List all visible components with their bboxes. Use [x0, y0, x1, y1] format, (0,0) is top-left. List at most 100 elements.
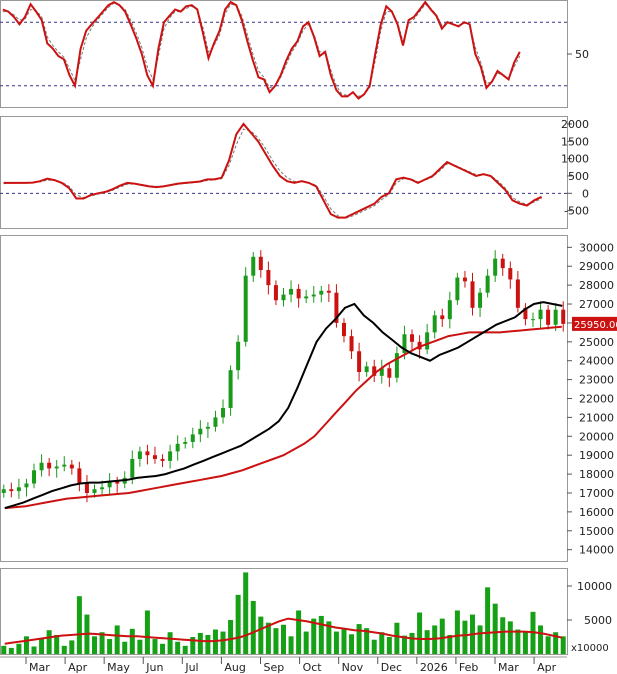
y-tick-label: 1500: [561, 135, 589, 148]
candle-body: [137, 451, 142, 459]
candle-body: [273, 285, 278, 301]
candle-body: [372, 366, 377, 376]
volume-bar: [500, 617, 506, 654]
volume-bar: [439, 618, 445, 654]
volume-bar: [99, 632, 105, 654]
x-tick-label: Dec: [381, 661, 402, 674]
volume-bar: [288, 636, 294, 654]
candle-body: [349, 336, 354, 352]
volume-bar: [424, 630, 430, 654]
volume-bar: [114, 625, 120, 654]
candle-body: [77, 468, 82, 484]
x-tick-label: Jul: [184, 661, 198, 674]
volume-bar: [69, 640, 75, 654]
y-tick-label: 17000: [579, 487, 614, 500]
volume-bar: [160, 643, 166, 654]
y-tick-label: 25000: [579, 336, 614, 349]
y-tick-label: -500: [564, 205, 589, 218]
volume-bar: [515, 629, 521, 654]
volume-bar: [16, 643, 22, 654]
x-tick-label: 2026: [420, 661, 448, 674]
candle-body: [417, 341, 422, 350]
stochastic-k-line: [2, 0, 521, 100]
candle-body: [447, 300, 452, 320]
candle-body: [1, 489, 6, 493]
candle-body: [32, 470, 37, 484]
candle-body: [508, 268, 513, 280]
y-tick-label: 28000: [579, 279, 614, 292]
volume-bar: [311, 618, 317, 654]
candle-body: [470, 281, 475, 308]
candle-body: [39, 462, 44, 471]
candle-body: [289, 288, 294, 295]
volume-bar: [235, 594, 241, 654]
candle-body: [319, 290, 324, 295]
candle-body: [205, 426, 210, 429]
y-tick-label: 15000: [579, 525, 614, 538]
volume-bar: [92, 636, 97, 654]
volume-bar: [409, 632, 415, 654]
y-tick-label: 5000: [584, 614, 612, 627]
candle-body: [500, 258, 505, 269]
y-tick-label: 14000: [579, 544, 614, 557]
volume-bar: [190, 637, 196, 654]
candle-body: [24, 483, 29, 488]
stochastic-panel: [0, 0, 568, 108]
candle-body: [478, 292, 483, 308]
candle-body: [243, 275, 248, 342]
volume-unit-label: x10000: [571, 643, 609, 654]
volume-bar: [228, 620, 234, 654]
candle-body: [190, 434, 195, 442]
volume-bar: [175, 641, 181, 654]
y-tick-label: 1000: [561, 153, 589, 166]
y-tick-label: 30000: [579, 241, 614, 254]
volume-bar: [326, 621, 332, 654]
candle-body: [266, 270, 271, 286]
candle-body: [394, 353, 399, 378]
candle-body: [425, 332, 430, 350]
volume-bar: [553, 632, 559, 654]
candle-body: [9, 489, 14, 492]
candle-body: [100, 487, 105, 490]
candle-body: [410, 334, 415, 342]
x-tick-label: Apr: [537, 661, 557, 674]
y-tick-label: 19000: [579, 449, 614, 462]
candle-body: [160, 458, 165, 461]
volume-bar: [371, 639, 377, 654]
candle-body: [553, 309, 558, 325]
volume-bar: [31, 646, 37, 654]
volume-bar: [167, 632, 173, 654]
volume-bar: [107, 639, 113, 654]
macd-line: [3, 122, 543, 219]
candle-body: [175, 443, 180, 452]
volume-bar: [545, 636, 551, 654]
volume-bar: [197, 632, 203, 654]
volume-bar: [273, 628, 279, 654]
volume-bar: [492, 603, 498, 654]
candle-body: [523, 307, 528, 320]
volume-bar: [356, 624, 362, 654]
candle-body: [530, 319, 535, 321]
volume-bar: [379, 632, 385, 654]
volume-bar: [401, 635, 407, 654]
volume-bar: [386, 637, 392, 654]
ma-short-line: [4, 301, 563, 510]
candle-body: [379, 368, 384, 376]
y-tick-label: 22000: [579, 393, 614, 406]
volume-bar: [220, 631, 226, 654]
x-tick-label: Mar: [29, 661, 50, 674]
candle-body: [326, 290, 331, 293]
volume-ma-line: [4, 617, 563, 645]
candle-body: [130, 458, 135, 478]
volume-bar: [341, 629, 347, 654]
candle-body: [515, 279, 520, 308]
candle-body: [334, 292, 339, 323]
candle-body: [92, 489, 97, 493]
macd-panel: [0, 116, 568, 229]
candle-body: [432, 315, 437, 333]
volume-bar: [303, 631, 309, 654]
candle-body: [183, 441, 188, 444]
candle-body: [493, 258, 498, 276]
candle-body: [115, 481, 120, 484]
